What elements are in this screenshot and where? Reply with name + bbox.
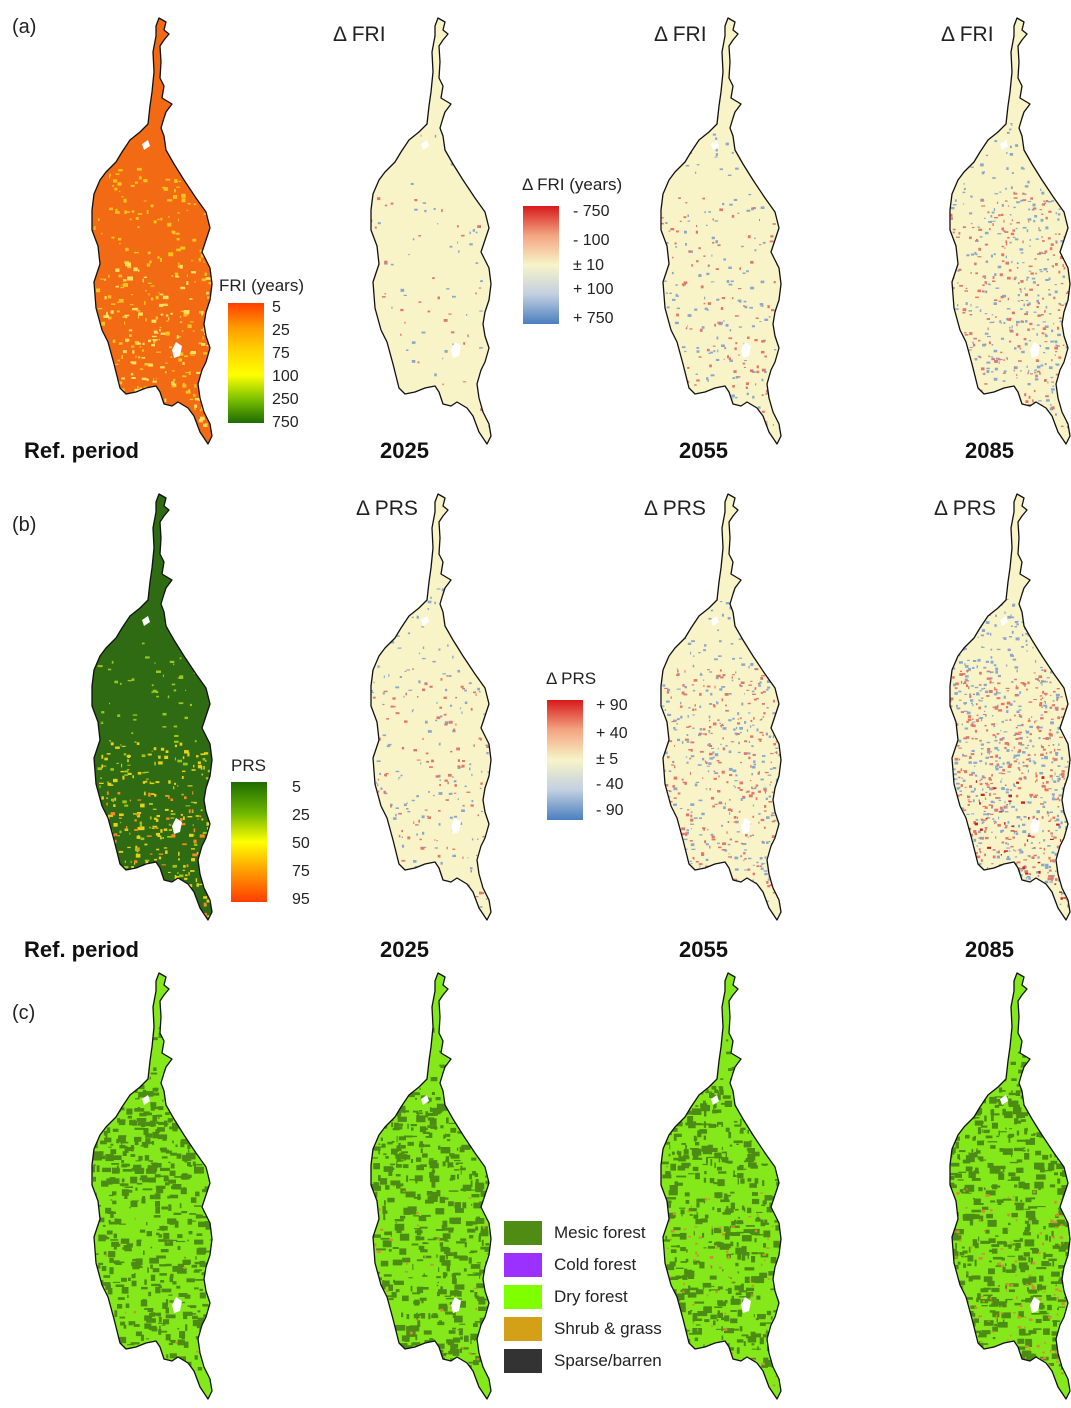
fri-delta-title-2025: Δ FRI: [333, 23, 386, 46]
map-prs-delta-2055: [660, 493, 782, 921]
legend-fri-delta-colorbar: [523, 206, 559, 324]
map-veg-2085: [949, 972, 1071, 1400]
legend-prs-tick: 5: [292, 779, 301, 796]
map-fri-delta-2085: [949, 17, 1071, 445]
fri-delta-title-2055: Δ FRI: [654, 23, 707, 46]
legend-fri-tick: 5: [272, 299, 281, 316]
legend-veg-swatch: [504, 1317, 542, 1341]
legend-prs-delta-title: Δ PRS: [546, 669, 597, 688]
legend-prs-tick: 50: [292, 835, 310, 852]
prs-period-2085: 2085: [965, 937, 1014, 962]
map-prs-ref-period: [91, 493, 213, 921]
panel-label-a: (a): [12, 16, 37, 38]
legend-fri-colorbar: [228, 303, 264, 423]
legend-fri-delta-tick: + 100: [573, 281, 614, 298]
fri-period-2025: 2025: [380, 438, 429, 463]
legend-veg-label: Shrub & grass: [554, 1319, 662, 1338]
panel-label-b: (b): [12, 514, 37, 536]
legend-prs-delta-tick: + 90: [596, 697, 628, 714]
legend-fri-delta-tick: - 100: [573, 232, 610, 249]
legend-prs-delta-tick: - 90: [596, 802, 624, 819]
legend-fri-tick: 100: [272, 368, 299, 385]
fri-delta-title-2085: Δ FRI: [941, 23, 994, 46]
legend-veg-item: Dry forest: [504, 1285, 704, 1309]
legend-fri-delta-tick: - 750: [573, 203, 610, 220]
fri-period-2085: 2085: [965, 438, 1014, 463]
legend-fri-delta-tick: ± 10: [573, 257, 605, 274]
legend-fri-tick: 25: [272, 322, 290, 339]
map-prs-delta-2025: [370, 493, 492, 921]
legend-veg-item: Cold forest: [504, 1253, 704, 1277]
legend-prs-colorbar: [231, 782, 267, 902]
legend-veg-label: Mesic forest: [554, 1223, 646, 1242]
prs-period-ref: Ref. period: [24, 937, 139, 962]
legend-prs-title: PRS: [231, 756, 266, 775]
legend-fri-tick: 75: [272, 345, 290, 362]
legend-fri-title: FRI (years): [219, 276, 304, 295]
legend-fri-delta-title: Δ FRI (years): [522, 175, 623, 194]
legend-prs-delta-colorbar: [547, 700, 583, 820]
legend-fri-delta-tick: + 750: [573, 310, 614, 327]
map-fri-delta-2055: [660, 17, 782, 445]
legend-fri-tick: 250: [272, 391, 299, 408]
legend-vegetation: Mesic forest Cold forest Dry forest Shru…: [504, 1221, 704, 1381]
legend-fri-tick: 750: [272, 414, 299, 431]
legend-veg-item: Shrub & grass: [504, 1317, 704, 1341]
map-fri-ref-period: [91, 17, 213, 445]
legend-veg-swatch: [504, 1253, 542, 1277]
prs-delta-title-2025: Δ PRS: [356, 497, 418, 520]
legend-veg-label: Cold forest: [554, 1255, 637, 1274]
legend-prs-delta-tick: ± 5: [596, 751, 619, 768]
legend-veg-label: Dry forest: [554, 1287, 628, 1306]
legend-veg-swatch: [504, 1349, 542, 1373]
fri-period-2055: 2055: [679, 438, 728, 463]
legend-veg-swatch: [504, 1221, 542, 1245]
legend-veg-label: Sparse/barren: [554, 1351, 662, 1370]
map-veg-2055: [660, 972, 782, 1400]
prs-period-2025: 2025: [380, 937, 429, 962]
legend-prs-tick: 95: [292, 891, 310, 908]
prs-delta-title-2055: Δ PRS: [644, 497, 706, 520]
map-veg-ref-period: [91, 972, 213, 1400]
prs-period-2055: 2055: [679, 937, 728, 962]
legend-prs-delta-tick: + 40: [596, 725, 628, 742]
fri-period-ref: Ref. period: [24, 438, 139, 463]
map-veg-2025: [370, 972, 492, 1400]
prs-delta-title-2085: Δ PRS: [934, 497, 996, 520]
legend-veg-item: Mesic forest: [504, 1221, 704, 1245]
legend-prs-tick: 25: [292, 807, 310, 824]
map-fri-delta-2025: [370, 17, 492, 445]
legend-veg-swatch: [504, 1285, 542, 1309]
panel-label-c: (c): [12, 1002, 36, 1024]
legend-prs-delta-tick: - 40: [596, 776, 624, 793]
legend-prs-tick: 75: [292, 863, 310, 880]
map-prs-delta-2085: [949, 493, 1071, 921]
legend-veg-item: Sparse/barren: [504, 1349, 704, 1373]
